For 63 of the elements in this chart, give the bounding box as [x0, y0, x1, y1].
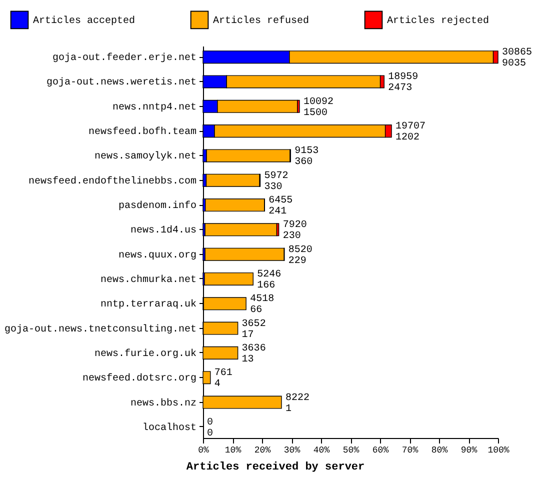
annotation: 19707	[396, 122, 426, 133]
legend-label: Articles accepted	[33, 14, 136, 27]
annotation: 9153	[294, 146, 319, 158]
y-tick-label: news.bbs.nz	[130, 397, 196, 410]
annotation: 166	[257, 280, 276, 292]
annotation: 0	[207, 417, 214, 428]
y-tick-label: pasdenom.info	[118, 200, 196, 212]
annotation: 241	[268, 206, 287, 218]
x-tick-label: 20%	[254, 446, 272, 456]
y-tick-label: news.furie.org.uk	[94, 348, 196, 360]
annotation: 4518	[250, 294, 274, 306]
annotation: 3636	[242, 343, 266, 354]
annotation: 1500	[303, 108, 328, 119]
x-tick-label: 70%	[402, 446, 419, 456]
x-tick-label: 30%	[284, 446, 301, 456]
annotation: 230	[282, 231, 301, 242]
annotation: 330	[264, 182, 282, 193]
x-tick-label: 0%	[198, 446, 210, 456]
x-tick-label: 80%	[431, 446, 448, 456]
x-tick-label: 60%	[372, 446, 390, 456]
x-tick-label: 50%	[342, 446, 360, 456]
annotation: 7920	[282, 220, 307, 232]
x-tick-label: 40%	[313, 446, 330, 456]
annotation: 17	[242, 330, 254, 341]
annotation: 8222	[285, 392, 310, 404]
y-tick-label: goja-out.feeder.erje.net	[52, 52, 196, 64]
y-tick-label: news.samoylyk.net	[94, 150, 196, 163]
annotation: 66	[250, 305, 262, 316]
annotation: 1	[285, 404, 292, 415]
annotation: 18959	[388, 72, 418, 84]
annotation: 9035	[502, 58, 526, 70]
y-tick-label: goja-out.news.weretis.net	[46, 76, 196, 89]
annotation: 1202	[396, 132, 420, 144]
annotation: 5972	[264, 170, 288, 182]
annotation: 13	[242, 354, 254, 366]
y-tick-label: goja-out.news.tnetconsulting.net	[4, 323, 196, 336]
y-tick-label: news.nntp4.net	[112, 102, 196, 114]
annotation: 3652	[242, 318, 266, 330]
y-tick-label: news.1d4.us	[130, 224, 196, 237]
x-tick-label: 100%	[488, 446, 510, 456]
annotation: 8520	[288, 244, 312, 256]
annotation: 4	[214, 379, 220, 390]
y-tick-label: news.chmurka.net	[100, 274, 196, 286]
y-tick-label: newsfeed.endofthelinebbs.com	[28, 175, 196, 188]
annotation: 229	[288, 256, 306, 267]
annotation: 2473	[388, 83, 412, 94]
x-tick-label: 90%	[460, 446, 478, 456]
annotation: 30865	[502, 48, 532, 59]
annotation: 5246	[257, 269, 282, 280]
y-tick-label: newsfeed.dotsrc.org	[82, 372, 196, 385]
annotation: 360	[294, 157, 313, 168]
annotation: 6455	[268, 196, 293, 207]
legend-label: Articles refused	[213, 14, 310, 27]
annotation: 0	[207, 428, 214, 440]
x-tick-label: 10%	[224, 446, 242, 456]
x-axis-title: Articles received by server	[186, 462, 365, 474]
legend-label: Articles rejected	[387, 14, 490, 27]
annotation: 10092	[303, 96, 334, 108]
y-tick-label: news.quux.org	[118, 250, 196, 262]
y-tick-label: nntp.terraraq.uk	[100, 298, 196, 311]
annotation: 761	[214, 368, 232, 380]
y-tick-label: localhost	[142, 422, 196, 434]
y-tick-label: newsfeed.bofh.team	[88, 126, 196, 138]
